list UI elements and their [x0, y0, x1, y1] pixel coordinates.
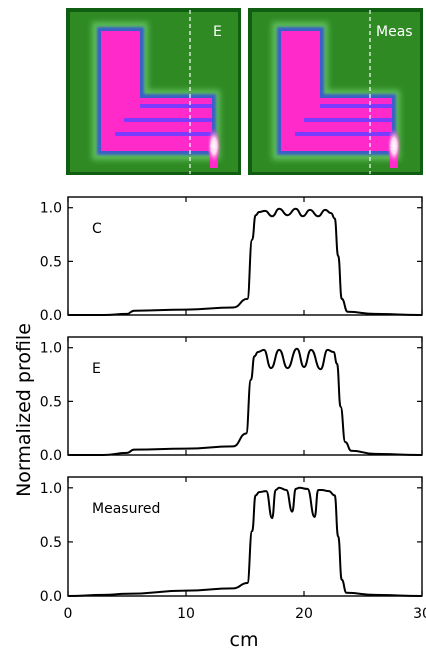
- y-tick-label: 0.0: [40, 308, 62, 324]
- profile-plots: 0.0 0.5 1.0 C 0.0 0.5 1.0 E 0.0 0.5 1.0 0 10 20 30 Meas…: [40, 196, 426, 622]
- image-panel-e: E: [66, 8, 241, 175]
- profile-line: [68, 207, 423, 316]
- panel-label: C: [92, 221, 102, 237]
- profile-panel: 0.0 0.5 1.0 E: [40, 336, 423, 464]
- y-tick-label: 0.0: [40, 448, 62, 464]
- y-tick-label: 1.0: [40, 341, 62, 357]
- leaf-stripe: [115, 132, 212, 136]
- leaf-stripe: [295, 132, 392, 136]
- y-tick-label: 0.5: [40, 394, 62, 410]
- x-tick-label: 0: [64, 606, 73, 622]
- panel-label: E: [92, 361, 101, 377]
- x-axis-title: cm: [230, 629, 259, 651]
- x-tick-label: 10: [177, 606, 195, 622]
- hot-spot: [387, 128, 401, 164]
- profile-line: [67, 347, 423, 457]
- image-label-e: E: [213, 24, 222, 40]
- leaf-stripe: [140, 104, 212, 108]
- y-tick-label: 0.5: [40, 535, 62, 551]
- y-tick-label: 1.0: [40, 201, 62, 217]
- panel-label: Measured: [92, 501, 160, 517]
- profile-line: [67, 486, 423, 597]
- image-label-meas: Meas: [376, 24, 413, 40]
- x-tick-label: 30: [413, 606, 426, 622]
- y-tick-label: 0.0: [40, 589, 62, 605]
- y-tick-label: 0.5: [40, 254, 62, 270]
- image-panel-meas: Meas: [248, 8, 423, 175]
- hot-spot: [207, 128, 221, 164]
- profile-panel: 0.0 0.5 1.0 C: [40, 196, 423, 324]
- plot-frame: [67, 196, 423, 316]
- profile-panel: 0.0 0.5 1.0 0 10 20 30 Measured: [40, 476, 426, 622]
- plot-frame: [67, 476, 423, 597]
- leaf-stripe: [320, 104, 392, 108]
- y-tick-label: 1.0: [40, 481, 62, 497]
- plot-frame: [67, 336, 423, 456]
- x-tick-label: 20: [295, 606, 313, 622]
- y-axis-title: Normalized profile: [13, 323, 35, 497]
- leaf-stripe: [304, 118, 392, 122]
- leaf-stripe: [124, 118, 212, 122]
